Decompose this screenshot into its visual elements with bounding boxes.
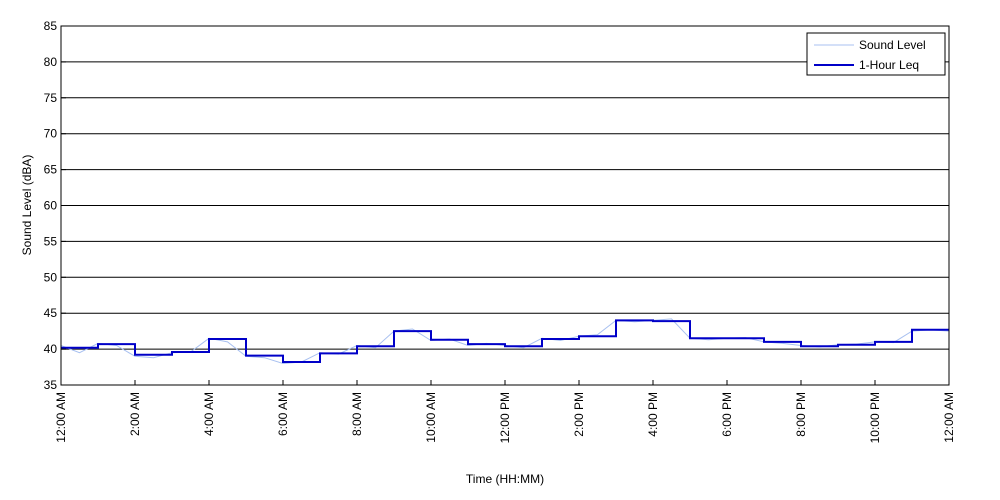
x-tick-label: 2:00 PM [572, 392, 586, 437]
x-axis-label: Time (HH:MM) [466, 472, 544, 486]
y-tick-label: 45 [44, 306, 58, 320]
axis-ticks: 35 40 45 50 55 60 65 70 75 80 85 12:00 AM 2:00 AM 4:0… [44, 19, 956, 443]
x-tick-label: 4:00 AM [202, 392, 216, 436]
x-tick-label: 6:00 AM [276, 392, 290, 436]
x-tick-label: 12:00 AM [54, 392, 68, 443]
x-tick-label: 4:00 PM [646, 392, 660, 437]
y-tick-label: 65 [44, 163, 58, 177]
y-tick-label: 75 [44, 91, 58, 105]
x-tick-label: 8:00 PM [794, 392, 808, 437]
x-tick-label: 10:00 PM [868, 392, 882, 443]
x-tick-label: 10:00 AM [424, 392, 438, 443]
x-tick-label: 8:00 AM [350, 392, 364, 436]
x-tick-label: 6:00 PM [720, 392, 734, 437]
x-tick-label: 12:00 AM [942, 392, 956, 443]
x-tick-label: 2:00 AM [128, 392, 142, 436]
y-tick-label: 70 [44, 127, 58, 141]
legend-label-1-hour-leq: 1-Hour Leq [859, 58, 919, 72]
x-tick-label: 12:00 PM [498, 392, 512, 443]
legend-box [806, 32, 946, 76]
legend: Sound Level 1-Hour Leq [806, 32, 946, 76]
series-group [60, 318, 950, 365]
y-tick-label: 80 [44, 55, 58, 69]
y-tick-label: 85 [44, 19, 58, 33]
y-axis-label: Sound Level (dBA) [20, 155, 34, 256]
y-tick-label: 40 [44, 342, 58, 356]
y-tick-label: 35 [44, 378, 58, 392]
y-tick-label: 60 [44, 199, 58, 213]
y-tick-label: 55 [44, 234, 58, 248]
y-tick-label: 50 [44, 270, 58, 284]
series-line-1-hour-leq [61, 319, 949, 363]
legend-label-sound-level: Sound Level [859, 38, 926, 52]
